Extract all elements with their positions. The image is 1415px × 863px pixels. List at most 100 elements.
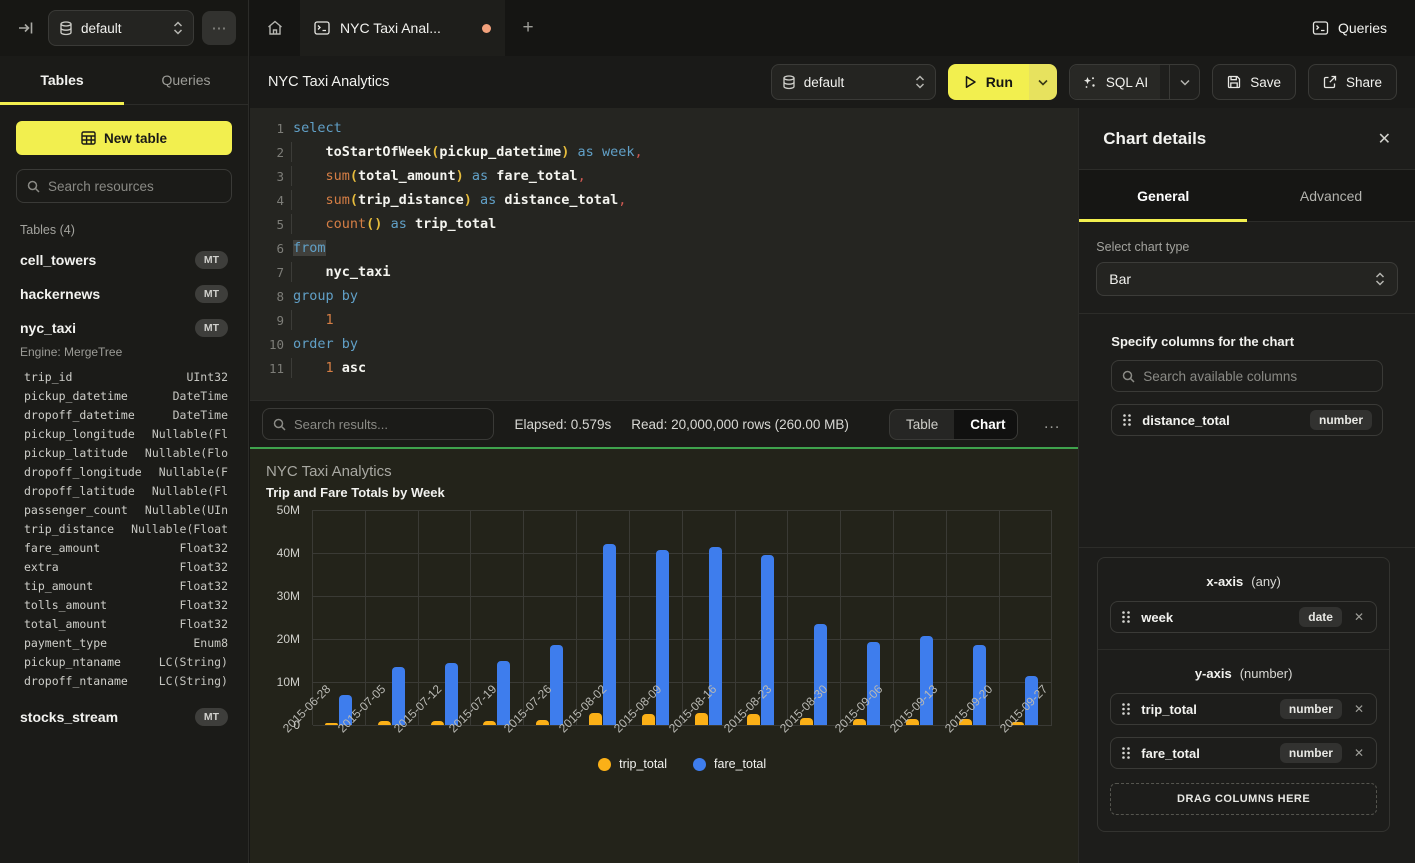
drag-handle-icon[interactable] [1121, 746, 1131, 760]
tables-section-label: Tables (4) [20, 223, 232, 237]
tab-nyc-taxi-analytics[interactable]: NYC Taxi Anal... [300, 0, 505, 56]
code-text: sum(total_amount) as fare_total, [293, 168, 586, 184]
sidebar-tab-queries[interactable]: Queries [124, 56, 248, 104]
new-tab-button[interactable]: + [505, 0, 551, 56]
x-tick: 2015-07-05 [351, 674, 406, 754]
indent-guide [291, 358, 292, 378]
queries-button[interactable]: Queries [1312, 20, 1387, 36]
column-name: passenger_count [24, 503, 128, 517]
chevron-updown-icon [1375, 272, 1385, 286]
table-row-stocks_stream[interactable]: stocks_streamMT [16, 700, 232, 734]
legend-label: fare_total [714, 757, 766, 771]
toolbar-database-select[interactable]: default [771, 64, 936, 100]
remove-icon[interactable]: ✕ [1352, 610, 1366, 624]
column-name: dropoff_datetime [24, 408, 135, 422]
sql-ai-button[interactable]: SQL AI [1070, 65, 1160, 99]
remove-icon[interactable]: ✕ [1352, 702, 1366, 716]
code-text: from [293, 240, 326, 256]
line-number: 9 [250, 313, 284, 328]
column-row: pickup_latitude Nullable(Flo [16, 443, 232, 462]
table-row-hackernews[interactable]: hackernewsMT [16, 277, 232, 311]
panel-tab-advanced[interactable]: Advanced [1247, 170, 1415, 221]
database-icon [782, 75, 796, 90]
resource-search[interactable] [16, 169, 232, 203]
column-row: dropoff_latitudeNullable(Fl [16, 481, 232, 500]
run-button[interactable]: Run [948, 64, 1029, 100]
share-button[interactable]: Share [1308, 64, 1397, 100]
sparkles-icon [1082, 75, 1097, 90]
run-options-button[interactable] [1029, 64, 1057, 100]
drag-handle-icon[interactable] [1122, 413, 1132, 427]
column-type: Float32 [180, 541, 228, 555]
chart-type-select[interactable]: Bar [1096, 262, 1398, 296]
columns-search[interactable] [1111, 360, 1383, 392]
x-tick: 2015-08-09 [627, 674, 682, 754]
sidebar-header: default ⋯ [0, 0, 248, 56]
drop-zone[interactable]: DRAG COLUMNS HERE [1110, 783, 1377, 815]
line-number: 8 [250, 289, 284, 304]
results-search[interactable] [262, 408, 494, 440]
column-chip-week[interactable]: weekdate✕ [1110, 601, 1377, 633]
sidebar: default ⋯ TablesQueries New table [0, 0, 249, 863]
column-row: trip_distanceNullable(Float [16, 519, 232, 538]
resource-search-input[interactable] [48, 179, 221, 194]
results-more-button[interactable]: ... [1038, 415, 1066, 433]
legend-item-fare_total[interactable]: fare_total [693, 757, 766, 771]
run-label: Run [986, 74, 1013, 90]
view-toggle: TableChart [889, 409, 1018, 440]
indent-guide [291, 166, 292, 186]
table-engine: Engine: MergeTree [16, 345, 232, 367]
sidebar-tab-tables[interactable]: Tables [0, 56, 124, 104]
sidebar-database-value: default [81, 21, 165, 36]
columns-search-input[interactable] [1143, 369, 1372, 384]
sidebar-database-select[interactable]: default [48, 10, 194, 46]
legend-dot [693, 758, 706, 771]
indent-guide [291, 190, 292, 210]
close-icon[interactable]: ✕ [1378, 129, 1391, 149]
sql-ai-options-button[interactable] [1169, 65, 1199, 99]
column-row: dropoff_longitudeNullable(F [16, 462, 232, 481]
column-chip-distance_total[interactable]: distance_totalnumber [1111, 404, 1383, 436]
table-name: stocks_stream [20, 709, 118, 725]
save-button[interactable]: Save [1212, 64, 1296, 100]
column-row: total_amountFloat32 [16, 614, 232, 633]
code-line: 10order by [250, 332, 1078, 356]
indent-guide [291, 142, 292, 162]
column-name: dropoff_latitude [24, 484, 135, 498]
x-axis-labels: 2015-06-282015-07-052015-07-122015-07-19… [296, 674, 1068, 754]
view-toggle-table[interactable]: Table [890, 410, 954, 439]
collapse-sidebar-icon[interactable] [12, 14, 40, 42]
view-toggle-chart[interactable]: Chart [954, 410, 1018, 439]
code-line: 11 1 asc [250, 356, 1078, 380]
terminal-icon [1312, 21, 1329, 35]
results-search-input[interactable] [294, 417, 483, 432]
column-type: Float32 [180, 579, 228, 593]
column-chip-trip_total[interactable]: trip_totalnumber✕ [1110, 693, 1377, 725]
x-axis-hint: (any) [1251, 574, 1281, 589]
read-stat: Read: 20,000,000 rows (260.00 MB) [631, 417, 849, 432]
column-name: pickup_latitude [24, 446, 128, 460]
drag-handle-icon[interactable] [1121, 610, 1131, 624]
table-row-cell_towers[interactable]: cell_towersMT [16, 243, 232, 277]
chip-name: distance_total [1142, 413, 1300, 428]
line-number: 3 [250, 169, 284, 184]
x-tick: 2015-09-20 [958, 674, 1013, 754]
sql-editor[interactable]: 1select2 toStartOfWeek(pickup_datetime) … [250, 108, 1078, 400]
save-label: Save [1250, 75, 1281, 90]
column-type: Nullable(Flo [145, 446, 228, 460]
home-icon[interactable] [250, 0, 300, 56]
new-table-button[interactable]: New table [16, 121, 232, 155]
legend-item-trip_total[interactable]: trip_total [598, 757, 667, 771]
column-name: tip_amount [24, 579, 93, 593]
query-title: NYC Taxi Analytics [268, 74, 759, 90]
share-label: Share [1346, 75, 1382, 90]
x-tick: 2015-07-12 [406, 674, 461, 754]
sidebar-more-button[interactable]: ⋯ [202, 11, 236, 45]
column-chip-fare_total[interactable]: fare_totalnumber✕ [1110, 737, 1377, 769]
drag-handle-icon[interactable] [1121, 702, 1131, 716]
table-row-nyc_taxi[interactable]: nyc_taxiMT [16, 311, 232, 345]
remove-icon[interactable]: ✕ [1352, 746, 1366, 760]
table-name: hackernews [20, 286, 100, 302]
panel-tab-general[interactable]: General [1079, 170, 1247, 221]
column-name: tolls_amount [24, 598, 107, 612]
